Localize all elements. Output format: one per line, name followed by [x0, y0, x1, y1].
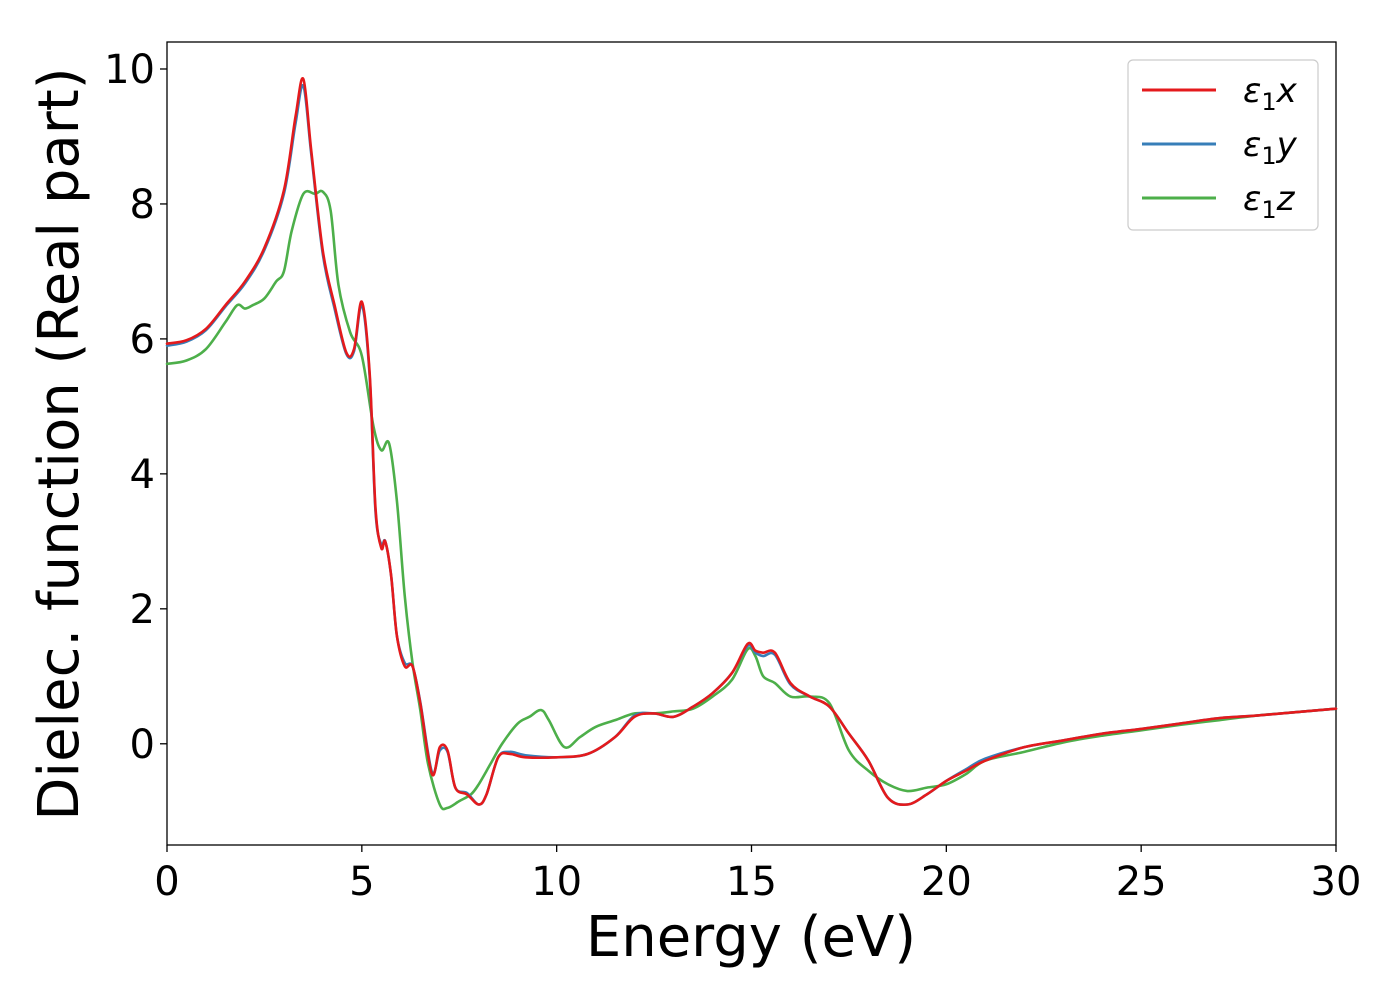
x-tick-label: 20	[921, 859, 972, 905]
y-axis-title: Dielec. function (Real part)	[27, 67, 92, 820]
legend-frame	[1127, 59, 1319, 231]
x-tick-label: 15	[726, 859, 777, 905]
series-line-x	[165, 77, 1338, 807]
legend-label-x: ε1x	[1243, 71, 1298, 116]
y-tick-label: 6	[130, 317, 155, 363]
y-tick-label: 8	[130, 182, 155, 228]
y-tick-label: 4	[130, 452, 155, 498]
x-tick-label: 5	[349, 859, 374, 905]
y-tick-label: 0	[130, 722, 155, 768]
x-axis-ticks: 0 5 10 15 20 25 30	[154, 845, 1361, 905]
y-tick-label: 2	[130, 587, 155, 633]
x-tick-label: 0	[154, 859, 179, 905]
legend-label-z: ε1z	[1243, 179, 1296, 224]
legend: ε1x ε1y ε1z	[1127, 59, 1319, 231]
x-tick-label: 25	[1116, 859, 1167, 905]
legend-label-y: ε1y	[1243, 125, 1298, 170]
y-tick-label: 10	[104, 47, 155, 93]
x-tick-label: 10	[531, 859, 582, 905]
series-line-z	[165, 189, 1338, 811]
x-tick-label: 30	[1311, 859, 1362, 905]
series-layer	[165, 77, 1338, 811]
y-axis-ticks: 0 2 4 6 8 10	[104, 47, 167, 768]
x-axis-title: Energy (eV)	[586, 905, 916, 970]
